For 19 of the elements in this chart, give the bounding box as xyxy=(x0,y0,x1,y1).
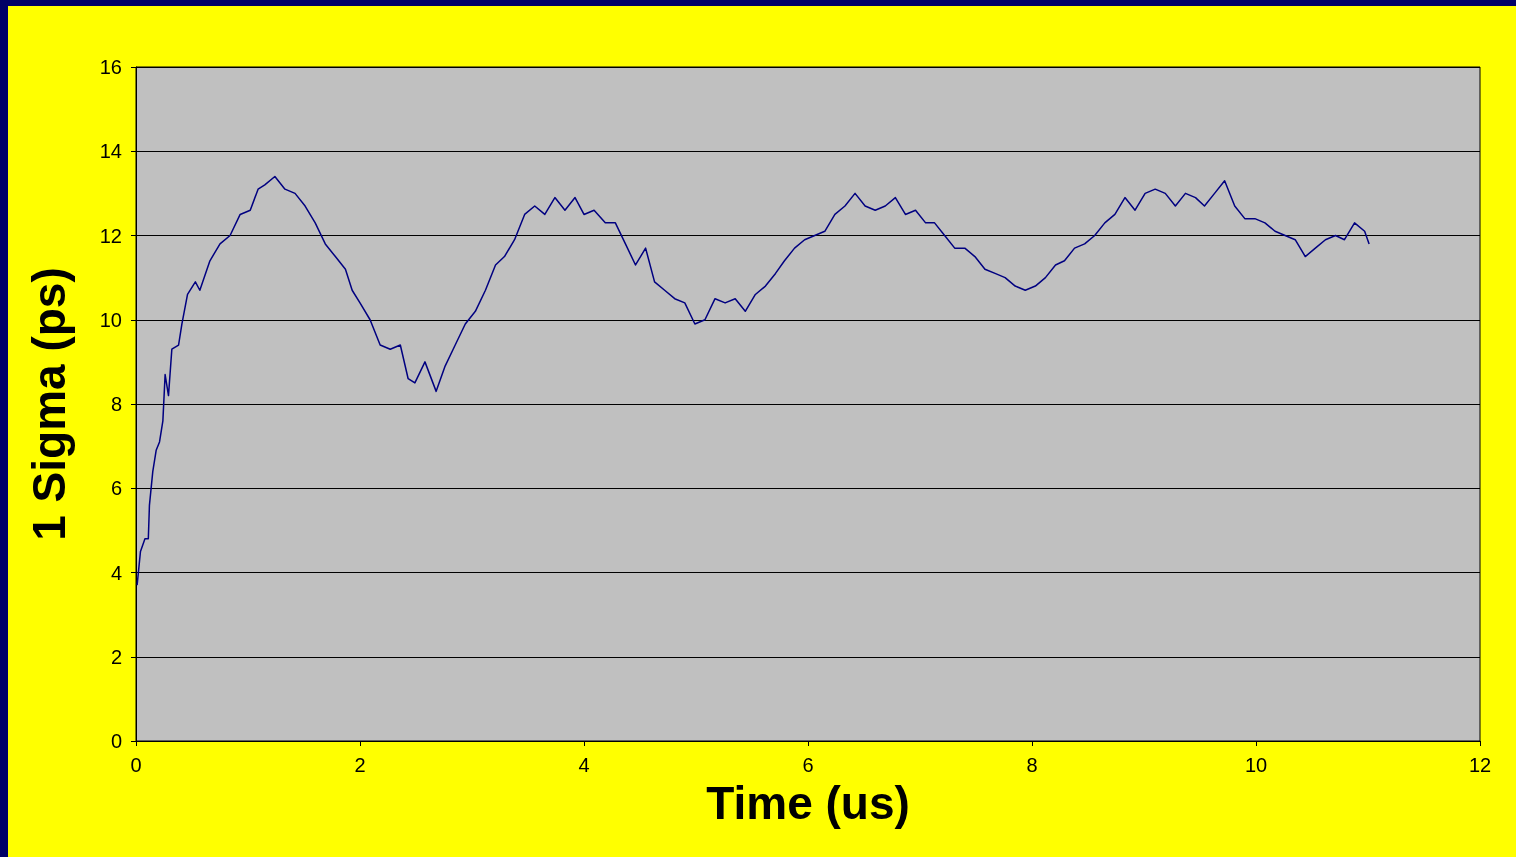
x-tick-label: 2 xyxy=(354,754,366,776)
y-tick-label: 6 xyxy=(110,477,122,500)
x-tick-label: 4 xyxy=(578,754,590,776)
y-tick-label: 12 xyxy=(99,224,122,247)
y-tick-label: 4 xyxy=(110,561,122,584)
y-tick-label: 8 xyxy=(110,393,122,415)
x-tick-label: 8 xyxy=(1026,754,1038,776)
x-tick-label: 0 xyxy=(130,754,142,776)
y-tick-label: 2 xyxy=(110,645,122,668)
x-tick-label: 12 xyxy=(1468,754,1492,776)
line-series xyxy=(136,175,1370,586)
y-tick-label: 10 xyxy=(99,308,122,331)
y-tick-label: 16 xyxy=(99,56,122,78)
y-tick-label: 0 xyxy=(110,730,122,752)
x-tick-label: 10 xyxy=(1244,754,1268,776)
x-tick-label: 6 xyxy=(802,754,814,776)
y-axis-title: 1 Sigma (ps) xyxy=(23,267,75,541)
y-tick-label: 14 xyxy=(99,140,122,163)
x-axis-title: Time (us) xyxy=(706,776,910,829)
